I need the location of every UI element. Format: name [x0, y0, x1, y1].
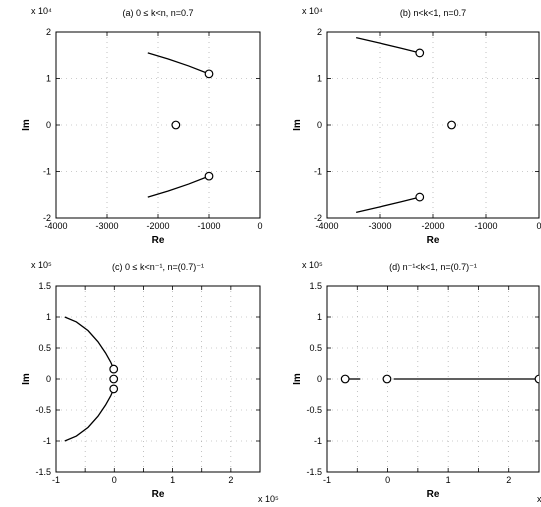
- root-locus-branch: [356, 36, 420, 54]
- y-tick-label: -0.5: [35, 405, 51, 415]
- pole-marker: [109, 374, 119, 384]
- x-tick-label: 0: [257, 221, 262, 231]
- x-multiplier-label: x 10⁵: [537, 494, 541, 504]
- pole-marker: [415, 48, 425, 58]
- y-tick-label: 0: [317, 120, 322, 130]
- y-tick-label: 1: [317, 74, 322, 84]
- x-axis-label: Re: [152, 235, 165, 246]
- x-tick-label: 1: [170, 475, 175, 485]
- x-tick-label: -1000: [197, 221, 220, 231]
- pole-marker: [340, 374, 350, 384]
- x-axis-label: Re: [427, 235, 440, 246]
- pole-marker: [204, 171, 214, 181]
- x-tick-label: -3000: [368, 221, 391, 231]
- y-tick-label: -1: [314, 436, 322, 446]
- y-tick-label: 0: [46, 374, 51, 384]
- y-tick-label: 0.5: [38, 343, 51, 353]
- y-axis-label: Im: [292, 373, 303, 385]
- pole-marker: [415, 192, 425, 202]
- y-multiplier-label: x 10⁵: [302, 260, 323, 270]
- y-tick-label: 2: [317, 27, 322, 37]
- panel-d: -1 0 1 2-1.5-1-0.500.511.5(d) n⁻¹<k<1, n=(0…: [292, 260, 541, 504]
- plot-area: [147, 52, 214, 198]
- x-tick-label: -4000: [315, 221, 338, 231]
- x-tick-label: 2: [228, 475, 233, 485]
- panel-a: -4000 -3000 -2000 -1000 0 -2 -1 0 1 2 (a) 0 ≤ k<n,…: [21, 6, 263, 246]
- y-tick-label: 1.5: [309, 281, 322, 291]
- panel-c: -1 0 1 2-1.5-1-0.500.511.5(c) 0 ≤ k<n⁻¹, n=…: [21, 260, 279, 504]
- pole-marker: [109, 384, 119, 394]
- root-locus-branch: [64, 388, 115, 442]
- y-tick-label: 1.5: [38, 281, 51, 291]
- y-multiplier-label: x 10⁴: [302, 6, 323, 16]
- x-tick-label: -4000: [44, 221, 67, 231]
- y-tick-label: -2: [43, 213, 51, 223]
- pole-marker: [109, 364, 119, 374]
- x-tick-label: 0: [112, 475, 117, 485]
- root-locus-branch: [64, 316, 115, 370]
- panel-title: (c) 0 ≤ k<n⁻¹, n=(0.7)⁻¹: [112, 262, 204, 272]
- plot-area: [356, 36, 456, 214]
- pole-marker: [534, 374, 539, 384]
- x-tick-label: 2: [506, 475, 511, 485]
- x-tick-label: 0: [385, 475, 390, 485]
- panel-title: (a) 0 ≤ k<n, n=0.7: [123, 8, 194, 18]
- y-tick-label: -1.5: [35, 467, 51, 477]
- x-tick-label: -1000: [474, 221, 497, 231]
- y-tick-label: -0.5: [306, 405, 322, 415]
- y-axis-label: Im: [21, 373, 32, 385]
- panel-title: (b) n<k<1, n=0.7: [400, 8, 466, 18]
- plot-area: [64, 316, 119, 442]
- y-axis-label: Im: [292, 119, 303, 131]
- x-axis-label: Re: [427, 489, 440, 500]
- y-tick-label: 1: [46, 74, 51, 84]
- y-tick-label: 1: [46, 312, 51, 322]
- x-multiplier-label: x 10⁵: [258, 494, 279, 504]
- plot-area: [340, 374, 539, 384]
- panel-b: -4000 -3000 -2000 -1000 0 -2 -1 0 1 2 (b) n<k<1, n…: [292, 6, 541, 246]
- x-tick-label: 0: [536, 221, 541, 231]
- x-axis-label: Re: [152, 489, 165, 500]
- pole-marker: [171, 120, 181, 130]
- y-tick-label: 0: [317, 374, 322, 384]
- y-multiplier-label: x 10⁵: [31, 260, 52, 270]
- x-tick-label: -2000: [146, 221, 169, 231]
- root-locus-branch: [356, 196, 420, 214]
- y-tick-label: 1: [317, 312, 322, 322]
- y-tick-label: 0.5: [309, 343, 322, 353]
- x-tick-label: -1: [323, 475, 331, 485]
- panel-title: (d) n⁻¹<k<1, n=(0.7)⁻¹: [389, 262, 477, 272]
- y-tick-label: -1.5: [306, 467, 322, 477]
- pole-marker: [447, 120, 456, 130]
- root-locus-branch: [147, 175, 210, 198]
- y-tick-label: -1: [43, 436, 51, 446]
- y-axis-label: Im: [21, 119, 32, 131]
- x-tick-label: -2000: [421, 221, 444, 231]
- y-tick-label: -2: [314, 213, 322, 223]
- x-tick-label: 1: [446, 475, 451, 485]
- x-tick-label: -3000: [95, 221, 118, 231]
- y-tick-label: -1: [314, 167, 322, 177]
- root-locus-branch: [147, 52, 210, 75]
- y-tick-label: -1: [43, 167, 51, 177]
- pole-marker: [204, 69, 214, 79]
- x-tick-label: -1: [52, 475, 60, 485]
- y-multiplier-label: x 10⁴: [31, 6, 52, 16]
- pole-marker: [382, 374, 392, 384]
- y-tick-label: 0: [46, 120, 51, 130]
- y-tick-label: 2: [46, 27, 51, 37]
